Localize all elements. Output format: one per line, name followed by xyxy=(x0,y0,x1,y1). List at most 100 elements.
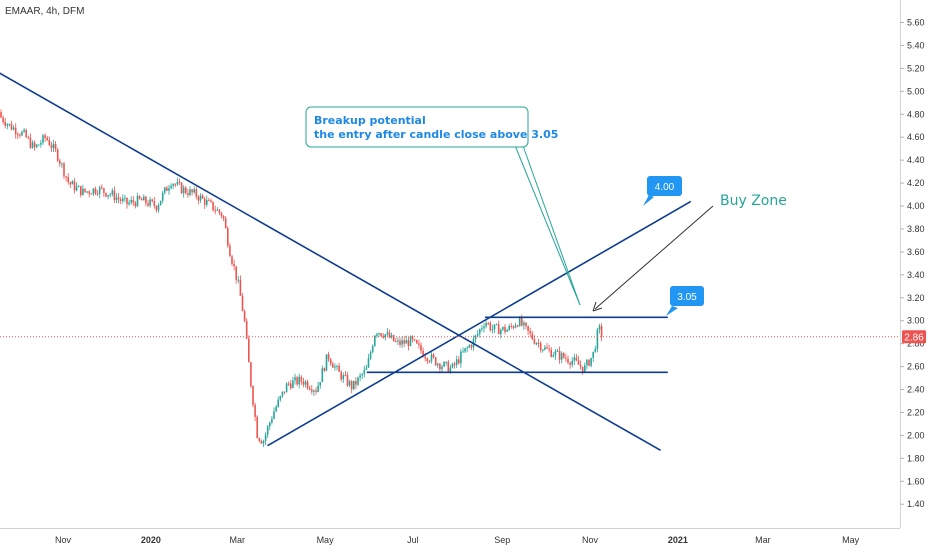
candle-body xyxy=(96,193,99,195)
time-tick-label: 2021 xyxy=(668,535,688,545)
candle-body xyxy=(250,362,252,387)
candle-body xyxy=(554,351,557,356)
candle-body xyxy=(182,187,185,194)
time-tick-label: May xyxy=(842,535,860,545)
candle-body xyxy=(189,189,191,196)
price-tick-label: 4.60 xyxy=(907,132,925,142)
candle-body xyxy=(31,142,34,148)
candle-body xyxy=(208,199,210,201)
candle-body xyxy=(506,329,508,332)
price-tick-label: 2.40 xyxy=(907,385,925,395)
candle-body xyxy=(527,325,529,331)
candle-body xyxy=(187,193,189,196)
candle-body xyxy=(388,332,391,338)
callout-line-1: Breakup potential xyxy=(314,114,426,127)
candle-body xyxy=(86,191,88,193)
candle-body xyxy=(380,333,382,336)
candle-body xyxy=(565,357,567,359)
time-tick-label: Mar xyxy=(229,535,245,545)
candle-body xyxy=(245,320,248,339)
candle-body xyxy=(296,377,298,385)
candle-body xyxy=(273,411,275,419)
candle-body xyxy=(143,196,145,201)
candle-body xyxy=(451,363,454,368)
candle-body xyxy=(174,184,177,186)
candle-body xyxy=(107,195,109,197)
time-axis[interactable]: Nov 2020 Mar May Jul Sep Nov 2021 Mar May xyxy=(55,535,860,545)
candle-body xyxy=(325,354,328,371)
candle-body xyxy=(149,199,151,206)
breakup-callout[interactable]: Breakup potential the entry after candle… xyxy=(305,106,581,306)
candle-body xyxy=(600,326,603,337)
candle-body xyxy=(407,340,410,347)
candle-body xyxy=(359,375,361,378)
candle-body xyxy=(237,279,240,281)
time-tick-label: Sep xyxy=(494,535,510,545)
candle-body xyxy=(497,324,500,335)
candle-body xyxy=(361,374,363,376)
candle-body xyxy=(113,190,116,201)
candle-body xyxy=(252,386,254,405)
price-tick-label: 2.60 xyxy=(907,362,925,372)
candle-body xyxy=(508,326,510,330)
candle-body xyxy=(56,149,59,161)
trendline-uptrend[interactable] xyxy=(267,200,692,447)
candle-body xyxy=(266,426,269,435)
price-label-4-00[interactable]: 4.00 xyxy=(643,176,682,206)
candle-body xyxy=(61,163,63,165)
candle-body xyxy=(138,196,141,199)
candle-body xyxy=(17,134,19,136)
candle-body xyxy=(453,363,456,365)
candle-body xyxy=(48,139,51,146)
candle-body xyxy=(558,350,561,360)
candle-body xyxy=(10,123,13,130)
candle-body xyxy=(495,324,498,326)
candle-body xyxy=(504,326,506,332)
svg-text:2.86: 2.86 xyxy=(904,332,924,343)
price-tick-label: 4.40 xyxy=(907,155,925,165)
trendlines-layer xyxy=(0,71,692,452)
candle-body xyxy=(206,199,208,205)
candle-body xyxy=(201,195,204,199)
price-tick-label: 3.60 xyxy=(907,247,925,257)
candle-body xyxy=(584,365,586,373)
candle-body xyxy=(35,144,38,148)
candle-body xyxy=(353,380,355,390)
candle-body xyxy=(430,354,433,362)
candle-body xyxy=(220,212,223,217)
candle-body xyxy=(122,198,124,201)
candle-body xyxy=(254,404,256,417)
trendline-downtrend[interactable] xyxy=(0,71,661,452)
candle-body xyxy=(170,185,172,189)
candle-body xyxy=(90,193,93,195)
candle-body xyxy=(537,343,540,345)
buy-zone-annotation[interactable]: Buy Zone xyxy=(592,193,787,312)
price-tick-label: 3.20 xyxy=(907,293,925,303)
candle-body xyxy=(392,335,395,342)
candle-body xyxy=(539,343,542,351)
candle-body xyxy=(38,144,40,146)
candle-body xyxy=(483,326,485,329)
time-tick-label: May xyxy=(317,535,335,545)
candles-layer xyxy=(0,109,603,448)
candle-body xyxy=(535,343,538,345)
candle-body xyxy=(75,186,78,191)
candle-body xyxy=(542,349,544,351)
callout-box xyxy=(305,106,529,148)
candle-body xyxy=(82,188,84,196)
price-axis[interactable]: 5.60 5.40 5.20 5.00 4.80 4.60 4.40 4.20 4.00 3.80… xyxy=(900,18,925,510)
candle-body xyxy=(317,385,319,392)
candle-body xyxy=(458,359,460,364)
candle-body xyxy=(27,137,30,139)
candle-body xyxy=(2,117,4,123)
candle-body xyxy=(445,361,447,363)
candle-body xyxy=(493,324,496,330)
price-tick-label: 4.20 xyxy=(907,178,925,188)
candle-body xyxy=(424,356,426,359)
candle-body xyxy=(525,322,527,326)
price-label-3-05[interactable]: 3.05 xyxy=(666,286,704,316)
candle-body xyxy=(523,322,525,326)
candle-body xyxy=(132,199,135,203)
candle-body xyxy=(500,329,502,335)
